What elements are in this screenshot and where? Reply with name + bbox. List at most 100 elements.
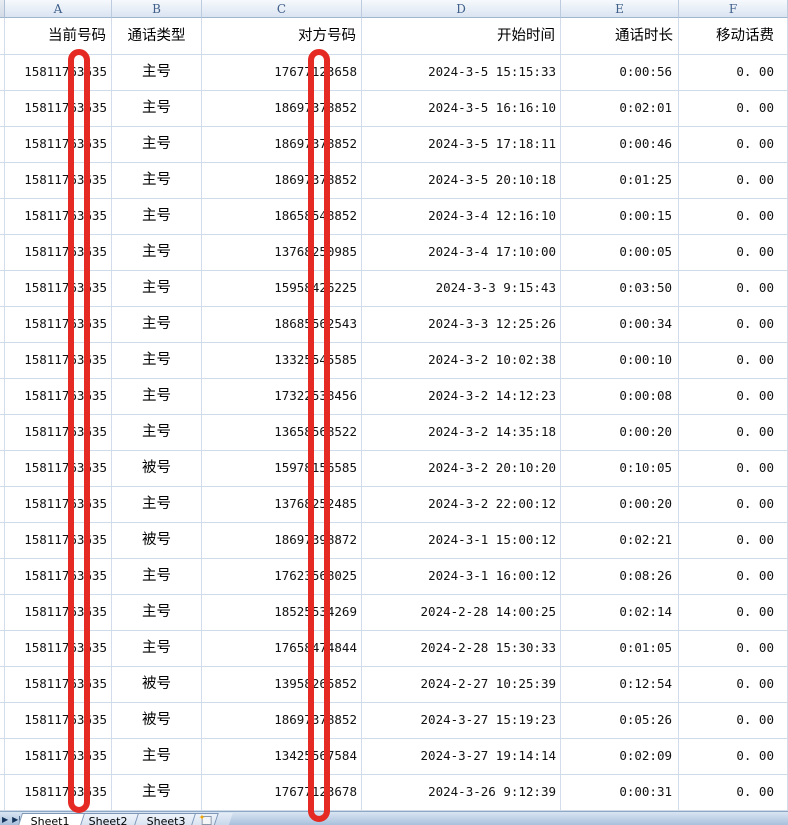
cell-B14[interactable]: 主号: [112, 487, 202, 523]
cell-F19[interactable]: 0. 00: [679, 667, 788, 703]
cell-C22[interactable]: 17677123678: [202, 775, 362, 811]
cell-D20[interactable]: 2024-3-27 15:19:23: [362, 703, 561, 739]
cell-D18[interactable]: 2024-2-28 15:30:33: [362, 631, 561, 667]
cell-B18[interactable]: 主号: [112, 631, 202, 667]
cell-A22[interactable]: 15811763635: [5, 775, 112, 811]
cell-B8[interactable]: 主号: [112, 271, 202, 307]
cell-E10[interactable]: 0:00:10: [561, 343, 679, 379]
cell-A17[interactable]: 15811763635: [5, 595, 112, 631]
cell-B2[interactable]: 主号: [112, 55, 202, 91]
cell-D4[interactable]: 2024-3-5 17:18:11: [362, 127, 561, 163]
cell-E22[interactable]: 0:00:31: [561, 775, 679, 811]
cell-D15[interactable]: 2024-3-1 15:00:12: [362, 523, 561, 559]
cell-C11[interactable]: 17322538456: [202, 379, 362, 415]
cell-F8[interactable]: 0. 00: [679, 271, 788, 307]
cell-E19[interactable]: 0:12:54: [561, 667, 679, 703]
cell-E16[interactable]: 0:08:26: [561, 559, 679, 595]
cell-A6[interactable]: 15811763635: [5, 199, 112, 235]
cell-E20[interactable]: 0:05:26: [561, 703, 679, 739]
cell-D10[interactable]: 2024-3-2 10:02:38: [362, 343, 561, 379]
cell-E7[interactable]: 0:00:05: [561, 235, 679, 271]
cell-E3[interactable]: 0:02:01: [561, 91, 679, 127]
header-cell-B[interactable]: 通话类型: [112, 18, 202, 55]
cell-A21[interactable]: 15811763635: [5, 739, 112, 775]
cell-F18[interactable]: 0. 00: [679, 631, 788, 667]
cell-A15[interactable]: 15811763635: [5, 523, 112, 559]
cell-E13[interactable]: 0:10:05: [561, 451, 679, 487]
cell-F4[interactable]: 0. 00: [679, 127, 788, 163]
cell-F17[interactable]: 0. 00: [679, 595, 788, 631]
cell-D17[interactable]: 2024-2-28 14:00:25: [362, 595, 561, 631]
cell-B4[interactable]: 主号: [112, 127, 202, 163]
cell-E12[interactable]: 0:00:20: [561, 415, 679, 451]
cell-C17[interactable]: 18525534269: [202, 595, 362, 631]
cell-F13[interactable]: 0. 00: [679, 451, 788, 487]
cell-C20[interactable]: 18697378852: [202, 703, 362, 739]
cell-C13[interactable]: 15978156585: [202, 451, 362, 487]
header-cell-C[interactable]: 对方号码: [202, 18, 362, 55]
cell-E5[interactable]: 0:01:25: [561, 163, 679, 199]
cell-B13[interactable]: 被号: [112, 451, 202, 487]
cell-C18[interactable]: 17658474844: [202, 631, 362, 667]
cell-D2[interactable]: 2024-3-5 15:15:33: [362, 55, 561, 91]
cell-C19[interactable]: 13958265852: [202, 667, 362, 703]
cell-D13[interactable]: 2024-3-2 20:10:20: [362, 451, 561, 487]
cell-F11[interactable]: 0. 00: [679, 379, 788, 415]
cell-C7[interactable]: 13768250985: [202, 235, 362, 271]
cell-A11[interactable]: 15811763635: [5, 379, 112, 415]
cell-E2[interactable]: 0:00:56: [561, 55, 679, 91]
cell-A3[interactable]: 15811763635: [5, 91, 112, 127]
column-header-D[interactable]: D: [362, 0, 561, 18]
cell-B22[interactable]: 主号: [112, 775, 202, 811]
cell-E18[interactable]: 0:01:05: [561, 631, 679, 667]
cell-F10[interactable]: 0. 00: [679, 343, 788, 379]
cell-A4[interactable]: 15811763635: [5, 127, 112, 163]
cell-B10[interactable]: 主号: [112, 343, 202, 379]
column-header-E[interactable]: E: [561, 0, 679, 18]
cell-E8[interactable]: 0:03:50: [561, 271, 679, 307]
cell-B5[interactable]: 主号: [112, 163, 202, 199]
cell-A18[interactable]: 15811763635: [5, 631, 112, 667]
cell-C15[interactable]: 18697398872: [202, 523, 362, 559]
cell-C5[interactable]: 18697378852: [202, 163, 362, 199]
cell-D9[interactable]: 2024-3-3 12:25:26: [362, 307, 561, 343]
cell-F7[interactable]: 0. 00: [679, 235, 788, 271]
cell-A20[interactable]: 15811763635: [5, 703, 112, 739]
cell-D6[interactable]: 2024-3-4 12:16:10: [362, 199, 561, 235]
header-cell-E[interactable]: 通话时长: [561, 18, 679, 55]
cell-D3[interactable]: 2024-3-5 16:16:10: [362, 91, 561, 127]
cell-F14[interactable]: 0. 00: [679, 487, 788, 523]
sheet-tab-sheet1[interactable]: Sheet1: [15, 813, 85, 825]
cell-E6[interactable]: 0:00:15: [561, 199, 679, 235]
cell-B20[interactable]: 被号: [112, 703, 202, 739]
cell-F20[interactable]: 0. 00: [679, 703, 788, 739]
cell-F2[interactable]: 0. 00: [679, 55, 788, 91]
cell-B6[interactable]: 主号: [112, 199, 202, 235]
cell-F6[interactable]: 0. 00: [679, 199, 788, 235]
cell-A7[interactable]: 15811763635: [5, 235, 112, 271]
header-cell-F[interactable]: 移动话费: [679, 18, 788, 55]
cell-C16[interactable]: 17623568025: [202, 559, 362, 595]
cell-C21[interactable]: 13425567584: [202, 739, 362, 775]
cell-A16[interactable]: 15811763635: [5, 559, 112, 595]
cell-C10[interactable]: 13325545585: [202, 343, 362, 379]
cell-A2[interactable]: 15811763635: [5, 55, 112, 91]
cell-F3[interactable]: 0. 00: [679, 91, 788, 127]
cell-E9[interactable]: 0:00:34: [561, 307, 679, 343]
cell-D7[interactable]: 2024-3-4 17:10:00: [362, 235, 561, 271]
cell-F9[interactable]: 0. 00: [679, 307, 788, 343]
cell-B16[interactable]: 主号: [112, 559, 202, 595]
cell-C8[interactable]: 15958426225: [202, 271, 362, 307]
cell-B9[interactable]: 主号: [112, 307, 202, 343]
cell-E15[interactable]: 0:02:21: [561, 523, 679, 559]
cell-F5[interactable]: 0. 00: [679, 163, 788, 199]
cell-E21[interactable]: 0:02:09: [561, 739, 679, 775]
column-header-F[interactable]: F: [679, 0, 788, 18]
cell-A9[interactable]: 15811763635: [5, 307, 112, 343]
cell-A19[interactable]: 15811763635: [5, 667, 112, 703]
cell-D21[interactable]: 2024-3-27 19:14:14: [362, 739, 561, 775]
cell-A8[interactable]: 15811763635: [5, 271, 112, 307]
cell-A10[interactable]: 15811763635: [5, 343, 112, 379]
header-cell-D[interactable]: 开始时间: [362, 18, 561, 55]
cell-B17[interactable]: 主号: [112, 595, 202, 631]
